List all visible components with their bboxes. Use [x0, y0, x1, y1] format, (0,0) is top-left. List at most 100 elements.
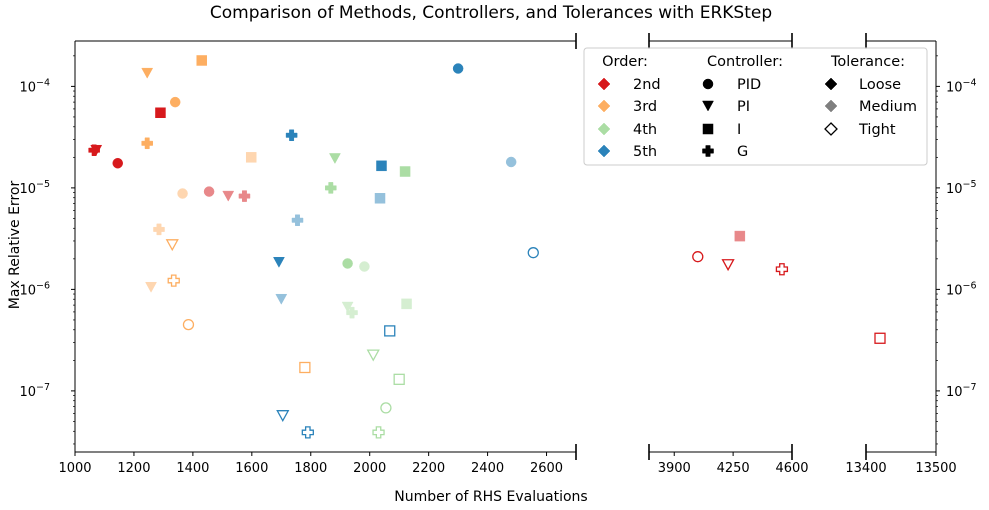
x-tick-label: 3900	[658, 461, 691, 476]
legend-controller-label: I	[737, 122, 741, 138]
legend-controller-marker	[702, 78, 714, 90]
legend: Order: Controller: Tolerance: 2nd 3rd 4th 5…	[583, 47, 928, 166]
chart-title: Comparison of Methods, Controllers, and …	[210, 3, 772, 23]
point-2nd-pid-medium	[203, 186, 215, 197]
point-2nd-g-tight	[775, 263, 789, 276]
point-3rd-pi-loose	[141, 67, 154, 79]
y-tick-label-left: 10−7	[19, 382, 50, 400]
point-2nd-g-medium	[238, 190, 251, 202]
point-5th-pi-loose	[273, 257, 285, 268]
point-2nd-i-medium	[734, 230, 746, 242]
point-4th-g-tight	[372, 426, 385, 439]
legend-controller-marker	[702, 145, 714, 157]
point-4th-pid-medium	[359, 261, 370, 272]
legend-tolerance-label: Tight	[858, 122, 896, 138]
legend-controller-title: Controller:	[707, 54, 783, 70]
y-tick-label-left: 10−4	[19, 77, 50, 95]
legend-entries: 2nd 3rd 4th 5th PID PI IG Loose Medium Tight	[597, 77, 917, 160]
legend-controller-marker	[702, 123, 714, 135]
point-4th-pid-loose	[342, 258, 353, 269]
legend-controller-label: G	[737, 144, 748, 160]
point-2nd-i-tight	[874, 332, 886, 344]
x-tick-label: 2600	[530, 461, 563, 476]
legend-tolerance-label: Loose	[859, 77, 901, 93]
point-2nd-pid-tight	[692, 251, 704, 263]
point-2nd-g-loose	[88, 144, 100, 156]
legend-tolerance-marker	[824, 122, 838, 136]
point-4th-g-loose	[325, 182, 337, 194]
point-5th-i-tight	[384, 325, 396, 337]
point-4th-i-tight	[393, 373, 405, 385]
axes-frame	[74, 33, 937, 460]
point-3rd-g-loose	[141, 137, 153, 150]
legend-tolerance-label: Medium	[859, 99, 917, 115]
x-tick-label: 2200	[412, 461, 445, 476]
point-5th-i-medium	[374, 193, 386, 204]
point-5th-g-tight	[301, 426, 314, 439]
legend-order-title: Order:	[602, 54, 648, 70]
y-tick-label-right: 10−5	[946, 179, 977, 197]
legend-order-label: 5th	[633, 144, 657, 160]
point-4th-pid-tight	[380, 402, 392, 414]
point-2nd-i-loose	[155, 107, 166, 118]
x-tick-label: 2400	[471, 461, 504, 476]
point-3rd-g-medium	[153, 223, 165, 236]
point-3rd-pid-tight	[182, 318, 195, 331]
legend-tolerance-marker	[824, 77, 838, 91]
point-3rd-pi-medium	[145, 281, 157, 293]
point-3rd-i-medium	[245, 152, 257, 163]
point-2nd-pi-tight	[721, 259, 735, 272]
y-tick-label-right: 10−6	[946, 280, 977, 298]
x-tick-label: 4600	[775, 461, 808, 476]
legend-order-marker	[597, 144, 611, 158]
legend-box	[583, 47, 928, 166]
point-5th-i-loose	[376, 160, 387, 172]
legend-order-marker	[597, 77, 611, 91]
y-tick-label-left: 10−6	[19, 280, 50, 298]
x-tick-label: 1200	[117, 461, 150, 476]
point-3rd-pid-loose	[169, 96, 181, 108]
legend-controller-marker	[702, 100, 714, 112]
point-4th-pi-tight	[366, 349, 380, 362]
legend-controller-label: PI	[737, 99, 750, 115]
y-tick-label-right: 10−7	[946, 382, 977, 400]
point-4th-g-medium	[346, 306, 358, 319]
x-tick-label: 1000	[58, 461, 91, 476]
legend-tolerance-marker	[824, 99, 838, 113]
point-5th-pid-medium	[505, 156, 517, 168]
x-tick-label: 1600	[235, 461, 268, 476]
y-axis-ticks: 10−7 10−7 10−6 10−6 10−5 10−5 10−4 10−4	[19, 55, 977, 445]
point-3rd-i-loose	[196, 55, 207, 66]
point-5th-pi-tight	[276, 410, 290, 423]
legend-order-label: 4th	[633, 122, 657, 138]
point-5th-g-loose	[285, 129, 298, 142]
point-2nd-pi-medium	[222, 190, 235, 202]
point-5th-g-medium	[291, 214, 304, 226]
x-tick-label: 2000	[353, 461, 386, 476]
x-tick-label: 1800	[294, 461, 327, 476]
point-4th-i-loose	[399, 166, 411, 177]
point-3rd-g-tight	[167, 274, 180, 287]
legend-tolerance-title: Tolerance:	[830, 54, 905, 70]
x-tick-label: 13400	[845, 461, 886, 476]
point-5th-pi-medium	[275, 293, 288, 305]
x-axis-ticks: 1000 1200 1400 1600 1800 2000 2200 2400 2600 3900…	[58, 452, 957, 476]
y-tick-label-left: 10−5	[19, 179, 50, 197]
legend-order-marker	[597, 122, 611, 136]
legend-order-marker	[597, 99, 611, 113]
point-4th-pi-loose	[329, 153, 341, 164]
x-tick-label: 13500	[915, 461, 956, 476]
y-axis-label: Max Relative Error	[7, 181, 23, 310]
point-5th-pid-loose	[452, 63, 464, 74]
point-5th-pid-tight	[527, 247, 539, 259]
data-points	[88, 55, 886, 439]
legend-order-label: 3rd	[633, 99, 657, 115]
point-3rd-i-tight	[299, 361, 311, 374]
point-3rd-pid-medium	[177, 188, 188, 199]
y-tick-label-right: 10−4	[946, 77, 977, 95]
legend-order-label: 2nd	[633, 77, 661, 93]
point-3rd-pi-tight	[165, 239, 179, 252]
point-2nd-pid-loose	[112, 157, 123, 169]
point-4th-i-medium	[401, 298, 412, 310]
